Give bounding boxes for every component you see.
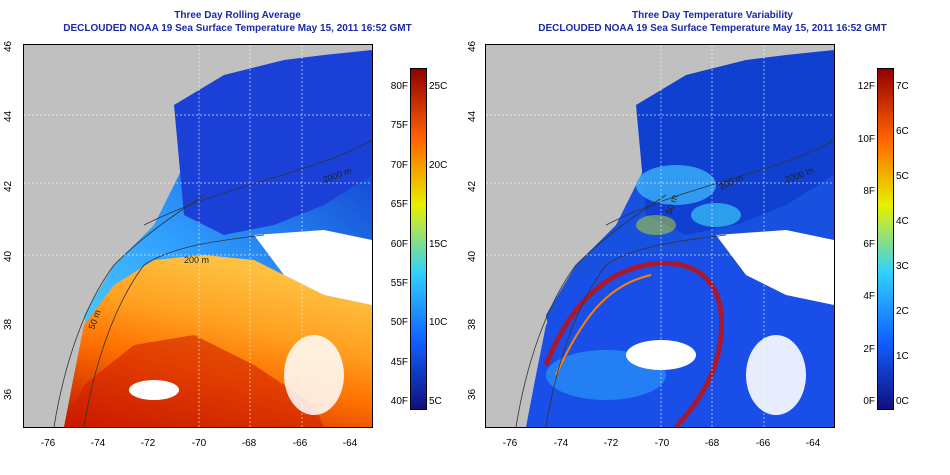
left-lon-66: -66 bbox=[292, 438, 308, 449]
left-colorbar-f-label-1: 45F bbox=[390, 356, 408, 368]
left-colorbar-f-label-4: 60F bbox=[390, 238, 408, 250]
left-lon-68: -68 bbox=[241, 438, 257, 449]
right-lat-36: 36 bbox=[467, 388, 478, 400]
right-colorbar-f-label-1: 2F bbox=[863, 343, 875, 355]
left-contour-200: 200 m bbox=[184, 255, 209, 265]
right-colorbar-f-label-0: 0F bbox=[863, 396, 875, 407]
right-lat-40: 40 bbox=[467, 250, 478, 262]
left-colorbar-c-label-1: 10C bbox=[429, 317, 448, 329]
left-colorbar-f-label-6: 70F bbox=[390, 159, 408, 171]
left-lat-38: 38 bbox=[3, 318, 14, 330]
left-title: Three Day Rolling Average bbox=[174, 10, 301, 21]
right-panel: Three Day Temperature Variability DECLOU… bbox=[467, 0, 950, 475]
left-colorbar-f-label-0: 40F bbox=[390, 396, 408, 407]
left-colorbar-f-label-3: 55F bbox=[390, 277, 408, 289]
left-map-graphic: 50 m 200 m 2000 m bbox=[24, 45, 372, 427]
right-colorbar-c-label-5: 5C bbox=[896, 171, 909, 182]
right-map-graphic: 50 m 200 m 2000 m bbox=[486, 45, 834, 427]
left-lon-76: -76 bbox=[40, 438, 56, 449]
left-lon-70: -70 bbox=[191, 438, 207, 449]
left-colorbar-c-label-3: 20C bbox=[429, 159, 448, 171]
left-colorbar-c-label-0: 5C bbox=[429, 396, 442, 407]
left-colorbar-f-label-8: 80F bbox=[390, 81, 408, 92]
right-title: Three Day Temperature Variability bbox=[632, 10, 793, 21]
left-panel: Three Day Rolling Average DECLOUDED NOAA… bbox=[3, 10, 448, 449]
right-lat-38: 38 bbox=[467, 318, 478, 330]
left-colorbar-c-label-4: 25C bbox=[429, 81, 448, 92]
right-colorbar bbox=[877, 68, 894, 410]
left-lat-42: 42 bbox=[3, 180, 14, 192]
left-colorbar-c-label-2: 15C bbox=[429, 238, 448, 250]
left-colorbar-f-label-7: 75F bbox=[390, 120, 408, 132]
right-colorbar-c-label-3: 3C bbox=[896, 261, 909, 272]
right-lon-72: -72 bbox=[603, 438, 619, 449]
left-colorbar-f-label-5: 65F bbox=[390, 199, 408, 211]
left-lon-72: -72 bbox=[140, 438, 156, 449]
right-lat-46: 46 bbox=[467, 40, 478, 52]
right-lon-64: -64 bbox=[805, 438, 821, 449]
right-lat-44: 44 bbox=[467, 110, 478, 122]
right-colorbar-c-label-7: 7C bbox=[896, 81, 909, 92]
left-lon-64: -64 bbox=[342, 438, 358, 449]
left-sst-map[interactable]: 50 m 200 m 2000 m bbox=[23, 44, 373, 428]
left-lat-44: 44 bbox=[3, 110, 14, 122]
right-variability-map[interactable]: 50 m 200 m 2000 m bbox=[485, 44, 835, 428]
left-lat-36: 36 bbox=[3, 388, 14, 400]
left-colorbar-f-label-2: 50F bbox=[390, 317, 408, 329]
right-subtitle: DECLOUDED NOAA 19 Sea Surface Temperatur… bbox=[538, 23, 887, 34]
left-lat-40: 40 bbox=[3, 250, 14, 262]
right-colorbar-c-label-1: 1C bbox=[896, 351, 909, 362]
left-subtitle: DECLOUDED NOAA 19 Sea Surface Temperatur… bbox=[63, 23, 412, 34]
right-colorbar-f-label-4: 8F bbox=[863, 186, 875, 197]
right-colorbar-c-label-4: 4C bbox=[896, 216, 909, 227]
right-colorbar-c-label-0: 0C bbox=[896, 396, 909, 407]
left-lon-74: -74 bbox=[90, 438, 106, 449]
right-lon-76: -76 bbox=[502, 438, 518, 449]
right-colorbar-f-label-5: 10F bbox=[857, 133, 875, 145]
left-colorbar bbox=[410, 68, 427, 410]
right-lon-66: -66 bbox=[755, 438, 771, 449]
right-lon-74: -74 bbox=[553, 438, 569, 449]
right-colorbar-f-label-6: 12F bbox=[857, 81, 875, 92]
right-lat-42: 42 bbox=[467, 180, 478, 192]
right-colorbar-f-label-3: 6F bbox=[863, 238, 875, 250]
right-lon-68: -68 bbox=[704, 438, 720, 449]
right-colorbar-c-label-2: 2C bbox=[896, 306, 909, 317]
right-colorbar-f-label-2: 4F bbox=[863, 291, 875, 302]
right-lon-70: -70 bbox=[654, 438, 670, 449]
right-colorbar-c-label-6: 6C bbox=[896, 126, 909, 137]
left-lat-46: 46 bbox=[3, 40, 14, 52]
